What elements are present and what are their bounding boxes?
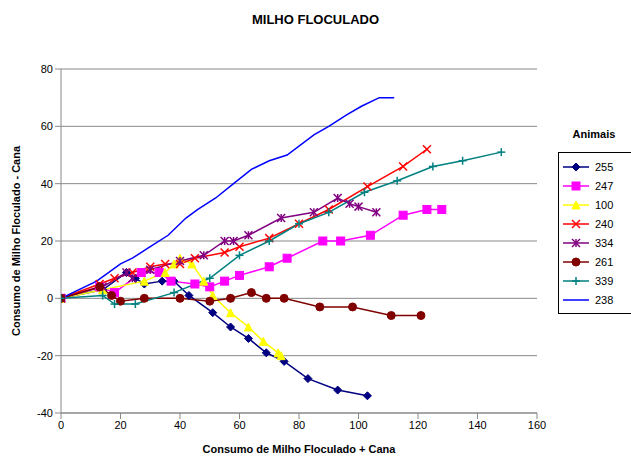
html-text:238: 238: [595, 293, 614, 306]
svg-text:100: 100: [349, 419, 367, 431]
svg-text:140: 140: [468, 419, 486, 431]
svg-text:-20: -20: [37, 350, 53, 362]
svg-text:160: 160: [528, 419, 546, 431]
html-text:247: 247: [595, 179, 614, 192]
svg-text:60: 60: [41, 120, 53, 132]
html-text:255: 255: [595, 160, 614, 173]
svg-text:Consumo de Milho Floculado - C: Consumo de Milho Floculado - Cana: [10, 145, 22, 336]
svg-text:Consumo de Milho Floculado + C: Consumo de Milho Floculado + Cana: [203, 443, 397, 455]
html-text:MILHO FLOCULADO: MILHO FLOCULADO: [252, 12, 379, 27]
svg-text:-40: -40: [37, 407, 53, 419]
svg-text:0: 0: [58, 419, 64, 431]
html-text:240: 240: [595, 217, 614, 230]
html-text:339: 339: [595, 274, 614, 287]
html-text:Animais: Animais: [572, 128, 616, 140]
svg-text:80: 80: [41, 63, 53, 75]
svg-text:80: 80: [293, 419, 305, 431]
html-text:261: 261: [595, 255, 614, 268]
svg-text:20: 20: [41, 235, 53, 247]
svg-text:0: 0: [47, 292, 53, 304]
html-text:100: 100: [595, 198, 614, 211]
html-text:334: 334: [595, 236, 614, 249]
svg-text:20: 20: [114, 419, 126, 431]
svg-text:60: 60: [233, 419, 245, 431]
svg-text:40: 40: [41, 178, 53, 190]
svg-text:120: 120: [409, 419, 427, 431]
svg-text:40: 40: [174, 419, 186, 431]
